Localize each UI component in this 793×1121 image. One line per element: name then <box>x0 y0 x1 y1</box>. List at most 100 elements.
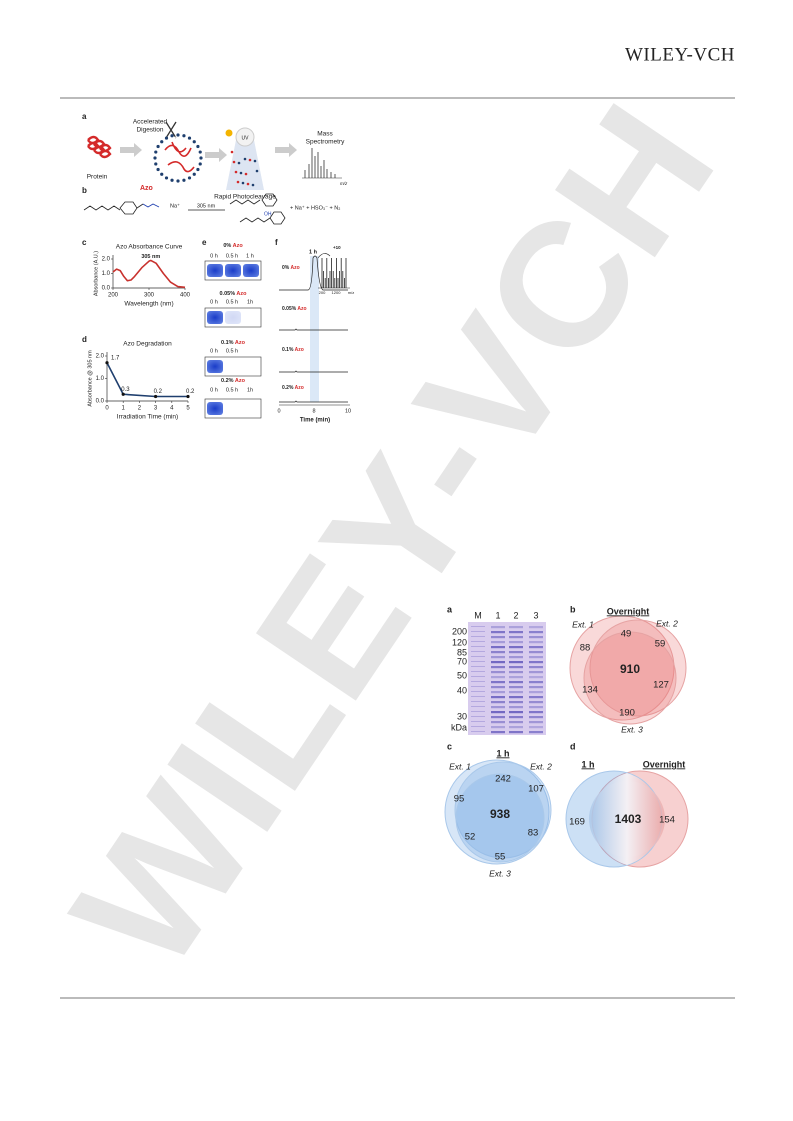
x-tick-label: 3 <box>154 406 158 412</box>
chromatogram-trace <box>279 370 348 373</box>
protein-band <box>471 706 485 707</box>
x-axis-label: Irradiation Time (min) <box>117 414 178 421</box>
panel-label: e <box>202 238 207 247</box>
venn-overlap-core <box>589 781 665 857</box>
azo-reagent: Azo <box>235 378 246 384</box>
micelle <box>156 136 200 180</box>
x-axis-label: Wavelength (nm) <box>124 301 173 308</box>
peak-annotation: 305 nm <box>141 254 160 260</box>
protein-band <box>509 676 523 679</box>
micelle-dot <box>198 150 202 154</box>
micelle-dot <box>170 134 174 138</box>
inset-tick-label: m/z <box>348 290 354 295</box>
micelle-dot <box>199 156 203 160</box>
fragment-dot <box>234 170 238 174</box>
x-axis-label: Time (min) <box>300 418 330 424</box>
inset-tick-label: 200 <box>319 290 326 295</box>
fragment-dot <box>251 183 255 187</box>
gel-condition: 0.1% Azo <box>221 340 246 346</box>
x-tick-label: 400 <box>180 293 191 299</box>
protein-band <box>471 666 485 667</box>
ms-axis-label: m/z <box>340 181 348 186</box>
protein-band <box>491 671 505 674</box>
y-tick-label: 2.0 <box>96 354 105 360</box>
x-tick-label: 10 <box>345 408 351 414</box>
gel-condition: 0% Azo <box>223 243 243 249</box>
protein-band <box>471 641 485 642</box>
protein-band <box>471 651 485 652</box>
data-label: 0.3 <box>121 387 130 393</box>
venn-set <box>569 615 675 721</box>
y-axis-label: Absorbance (A.U.) <box>93 251 99 296</box>
protein-band <box>509 651 523 654</box>
micelle-dot <box>154 150 158 154</box>
digested-protein <box>164 141 195 173</box>
micelle-dot <box>156 144 160 149</box>
azo-amount: 0.1% <box>282 347 294 353</box>
panel-label: a <box>447 604 453 614</box>
region-count: 134 <box>582 685 598 696</box>
protein-band <box>529 691 543 694</box>
marker-label: 200 <box>452 626 467 636</box>
lane-label: 1h <box>247 387 253 393</box>
digestion-text: Digestion <box>136 127 163 134</box>
inset-note: +10 <box>333 245 341 250</box>
lane-label: 0 h <box>210 299 218 305</box>
lane-label: 0.5 h <box>226 387 238 393</box>
azo-reagent: Azo <box>290 265 299 271</box>
azo-group <box>142 203 160 208</box>
azo-amount: 0.2% <box>221 378 234 384</box>
micelle-dot <box>153 156 157 160</box>
azo-amount: 0% <box>223 243 231 249</box>
set-label: Ext. 1 <box>449 761 471 771</box>
chart-title: Azo Absorbance Curve <box>116 244 183 251</box>
micelle-dot <box>176 133 180 137</box>
lane-label: 1h <box>247 299 253 305</box>
region-count: 154 <box>659 815 675 826</box>
set-label: Ext. 3 <box>621 724 643 734</box>
protein-band <box>491 651 505 654</box>
fragment-dot <box>246 182 250 186</box>
set-label: Overnight <box>643 759 686 769</box>
protein-band <box>509 721 523 724</box>
protein-band <box>491 726 505 729</box>
protein-band <box>509 691 523 694</box>
micelle-dot <box>196 167 200 172</box>
protein-band <box>471 731 485 732</box>
protein-band <box>491 646 505 649</box>
region-count: 95 <box>454 794 465 805</box>
fragment-dot <box>236 180 240 184</box>
y-axis-label: Absorbance @ 305 nm <box>87 350 93 407</box>
venn-title: Overnight <box>607 606 650 616</box>
x-tick-label: 2 <box>138 406 142 412</box>
hydroxyl: OH <box>264 211 272 217</box>
protein-band <box>529 731 543 734</box>
gel-condition: 0.05% Azo <box>219 291 247 297</box>
micelle-dot <box>170 178 174 182</box>
data-label: 0.2 <box>154 389 163 395</box>
fragment-dot <box>244 172 248 176</box>
protein-band <box>491 696 505 699</box>
protein-band <box>491 711 505 714</box>
protein-band <box>529 696 543 699</box>
x-tick-label: 0 <box>105 406 109 412</box>
region-count: 938 <box>490 807 510 821</box>
ms-text: Mass <box>317 131 333 138</box>
protein-band <box>491 731 505 734</box>
protein-band <box>471 711 485 712</box>
azo-structure <box>83 201 144 215</box>
trace-condition: 0.05% Azo <box>282 306 307 312</box>
x-tick-label: 1 <box>122 406 126 412</box>
marker-label: kDa <box>451 722 467 732</box>
protein-band <box>509 716 523 719</box>
protein-band <box>471 721 485 722</box>
protein-band <box>509 701 523 704</box>
x-tick-label: 8 <box>312 408 315 414</box>
data-line <box>106 362 188 398</box>
region-count: 169 <box>569 817 585 828</box>
region-count: 49 <box>621 629 632 640</box>
lane-label: 3 <box>533 610 538 620</box>
y-tick-label: 1.0 <box>102 271 111 277</box>
